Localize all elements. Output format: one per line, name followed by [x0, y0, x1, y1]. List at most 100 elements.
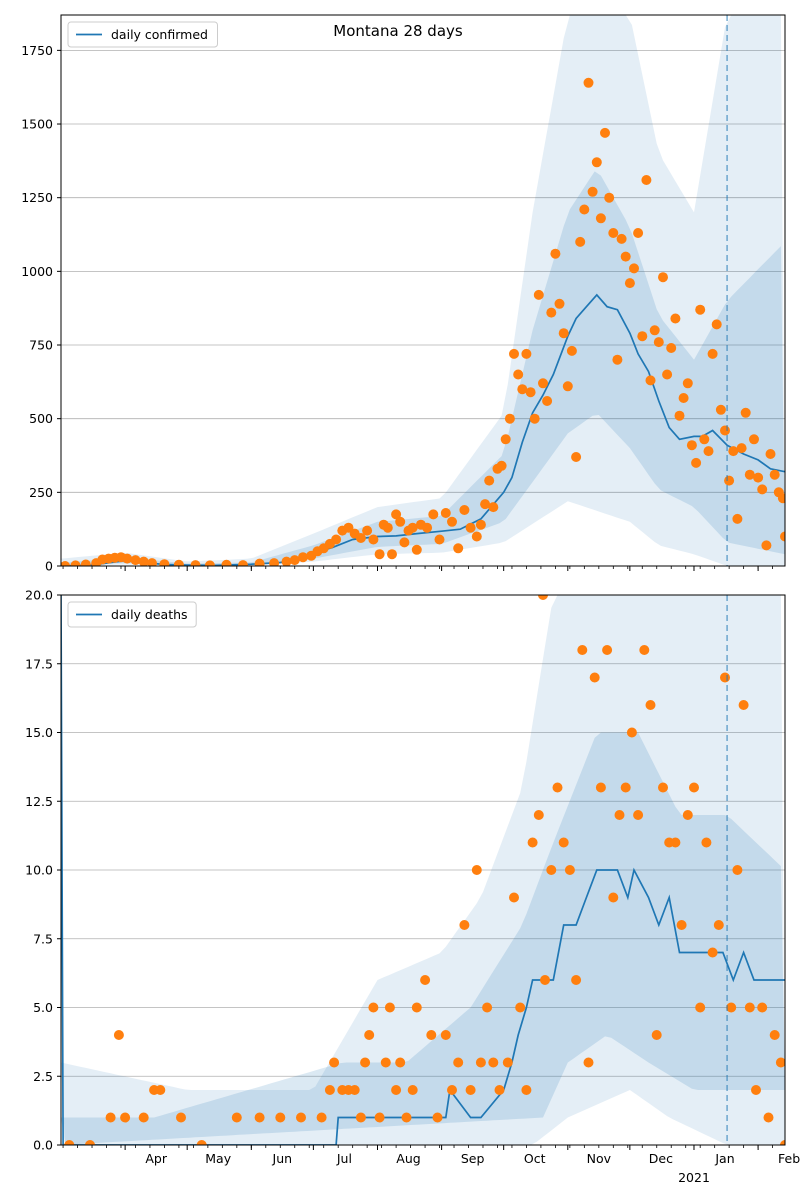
data-point	[624, 278, 635, 289]
y-tick-label: 0	[45, 559, 53, 574]
data-point	[777, 493, 785, 504]
data-point	[608, 892, 619, 903]
data-point	[720, 672, 730, 683]
data-point	[138, 556, 149, 566]
data-point	[658, 782, 668, 793]
x-tick-label: Feb	[778, 1151, 800, 1166]
data-point	[527, 837, 538, 848]
x-tick-label: Jun	[272, 1151, 293, 1166]
data-point	[538, 595, 548, 600]
data-point	[732, 865, 743, 875]
uncertainty-band	[61, 595, 785, 1145]
data-point	[500, 434, 511, 445]
data-point	[221, 559, 232, 566]
data-point	[395, 516, 406, 527]
data-point	[447, 516, 457, 527]
data-point	[159, 559, 170, 566]
data-point	[496, 460, 507, 471]
data-point	[368, 534, 379, 545]
data-point	[343, 522, 354, 533]
data-point	[80, 559, 91, 566]
data-point	[674, 410, 685, 421]
data-point	[686, 440, 697, 451]
data-point	[749, 434, 759, 445]
data-point	[387, 549, 397, 560]
data-point	[130, 555, 141, 566]
data-point	[653, 337, 664, 348]
data-point	[281, 556, 292, 566]
data-point	[275, 1112, 286, 1123]
data-point	[542, 396, 553, 406]
data-point	[316, 1112, 327, 1123]
data-point	[204, 560, 215, 566]
data-point	[355, 1112, 366, 1123]
data-point	[577, 645, 588, 655]
data-point	[691, 457, 702, 468]
data-point	[575, 236, 586, 247]
data-point	[554, 298, 565, 309]
data-point	[517, 384, 528, 395]
y-tick-label: 500	[29, 411, 53, 426]
data-point	[513, 369, 524, 380]
data-point	[740, 407, 751, 418]
data-point	[298, 552, 308, 563]
y-tick-label: 17.5	[25, 656, 53, 671]
data-point	[738, 700, 749, 710]
x-tick-label: Sep	[461, 1151, 485, 1166]
data-point	[471, 531, 482, 542]
legend-label: daily deaths	[111, 607, 188, 622]
data-point	[515, 1002, 526, 1013]
y-tick-label: 1250	[21, 190, 53, 205]
data-point	[428, 509, 439, 520]
y-tick-label: 2.5	[33, 1069, 53, 1084]
data-point	[763, 1112, 774, 1123]
data-point	[757, 484, 768, 495]
data-point	[591, 157, 602, 168]
x-tick-label: Dec	[649, 1151, 673, 1166]
data-point	[753, 472, 764, 483]
data-point	[637, 331, 648, 342]
data-point	[391, 509, 402, 520]
data-point	[765, 449, 776, 459]
data-point	[552, 782, 563, 793]
data-point	[744, 1002, 755, 1013]
data-point	[720, 425, 730, 436]
data-point	[670, 313, 681, 324]
data-point	[583, 77, 594, 88]
data-point	[289, 555, 300, 566]
data-point	[678, 393, 689, 403]
y-tick-label: 1500	[21, 117, 53, 132]
data-point	[434, 534, 445, 545]
data-point	[521, 348, 532, 359]
data-point	[666, 343, 677, 353]
data-point	[362, 525, 373, 536]
series-line-daily-confirmed	[61, 293, 785, 566]
data-point	[633, 810, 644, 820]
legend-label: daily confirmed	[111, 27, 208, 42]
data-point	[422, 522, 433, 533]
legend-box	[67, 21, 218, 48]
data-point	[587, 186, 598, 197]
data-point	[645, 700, 656, 710]
y-tick-label: 750	[29, 338, 53, 353]
data-point	[633, 228, 644, 238]
data-point	[769, 469, 780, 480]
data-point	[509, 348, 519, 359]
data-point	[564, 865, 575, 875]
data-point	[482, 1002, 493, 1013]
data-point	[420, 975, 431, 985]
data-point	[761, 540, 772, 551]
data-point	[401, 1112, 412, 1123]
data-point	[475, 1057, 486, 1068]
plot-area	[61, 595, 785, 1145]
data-point	[695, 304, 706, 315]
data-point	[324, 1085, 335, 1095]
data-point	[533, 289, 544, 300]
data-point	[521, 1085, 532, 1095]
data-point	[355, 533, 366, 543]
data-point	[562, 381, 573, 392]
data-point	[113, 1030, 124, 1040]
data-point	[726, 1002, 737, 1013]
data-point	[120, 1112, 131, 1123]
